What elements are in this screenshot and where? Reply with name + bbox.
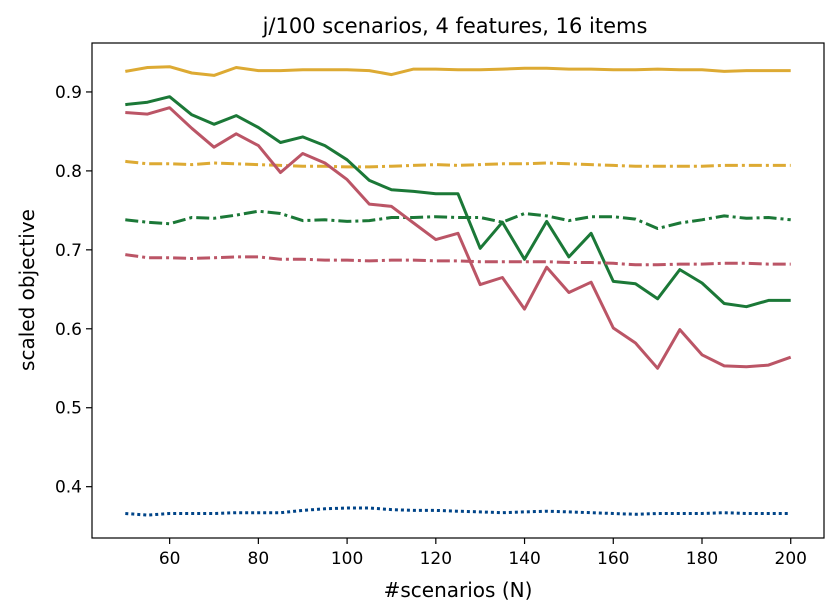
x-tick-label: 60 xyxy=(159,549,181,569)
x-tick-label: 160 xyxy=(597,549,629,569)
x-tick-label: 80 xyxy=(248,549,270,569)
y-axis: 0.4 0.5 0.6 0.7 0.8 0.9 xyxy=(55,83,92,498)
x-axis-label: #scenarios (N) xyxy=(384,578,533,602)
x-tick-label: 120 xyxy=(420,549,452,569)
x-tick-label: 200 xyxy=(775,549,807,569)
x-tick-label: 180 xyxy=(686,549,718,569)
chart-title: j/100 scenarios, 4 features, 16 items xyxy=(262,14,648,38)
series-line-4 xyxy=(125,209,791,230)
series-layer xyxy=(125,65,792,517)
series-line-2 xyxy=(125,159,791,169)
x-tick-label: 140 xyxy=(508,549,540,569)
series-line-1 xyxy=(125,65,791,77)
y-axis-label: scaled objective xyxy=(15,209,39,371)
y-tick-label: 0.4 xyxy=(55,478,82,498)
y-tick-label: 0.9 xyxy=(55,83,82,103)
x-axis: 60 80 100 120 140 160 180 200 xyxy=(159,538,807,569)
plot-frame xyxy=(91,42,825,539)
series-line-3 xyxy=(125,95,791,309)
series-line-5 xyxy=(125,106,792,370)
y-tick-label: 0.6 xyxy=(55,320,82,340)
x-tick-label: 100 xyxy=(331,549,363,569)
series-line-6 xyxy=(125,253,791,267)
series-line-7 xyxy=(125,506,791,517)
y-tick-label: 0.5 xyxy=(55,399,82,419)
y-tick-label: 0.8 xyxy=(55,162,82,182)
y-tick-label: 0.7 xyxy=(55,241,82,261)
